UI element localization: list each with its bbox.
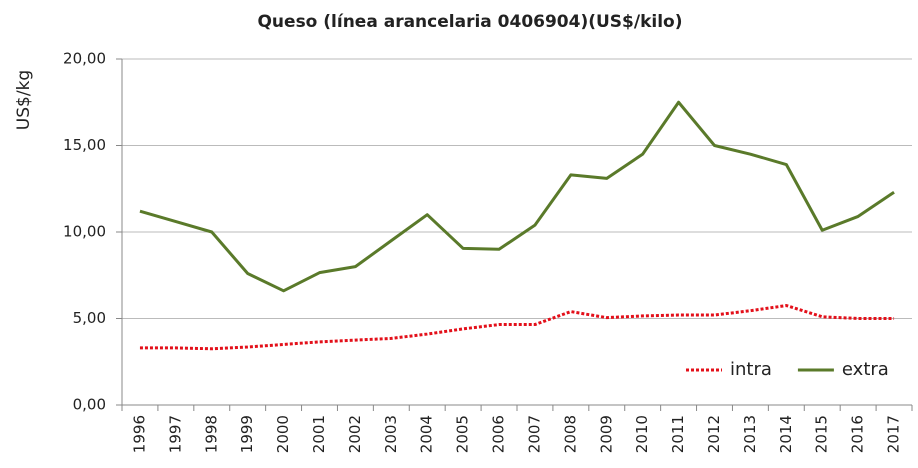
x-tick-label: 1996 xyxy=(130,415,148,453)
x-tick-label: 2011 xyxy=(669,415,687,453)
x-tick-label: 2012 xyxy=(705,415,723,453)
x-tick-label: 2002 xyxy=(346,415,364,453)
x-tick-label: 2009 xyxy=(597,415,615,453)
x-tick-label: 2006 xyxy=(490,415,508,453)
y-tick-label: 20,00 xyxy=(63,50,106,68)
y-tick-label: 5,00 xyxy=(73,309,106,327)
x-tick-label: 1997 xyxy=(166,415,184,453)
x-tick-label: 2010 xyxy=(633,415,651,453)
x-tick-label: 2008 xyxy=(561,415,579,453)
x-tick-label: 1999 xyxy=(238,415,256,453)
y-tick-label: 15,00 xyxy=(63,136,106,154)
x-tick-label: 2007 xyxy=(525,415,543,453)
x-tick-label: 2015 xyxy=(813,415,831,453)
series-line xyxy=(139,100,895,293)
x-tick-label: 2005 xyxy=(454,415,472,453)
x-tick-label: 2016 xyxy=(849,415,867,453)
series-line xyxy=(139,304,895,351)
x-tick-label: 2001 xyxy=(310,415,328,453)
x-tick-label: 1998 xyxy=(202,415,220,453)
x-tick-label: 2003 xyxy=(382,415,400,453)
y-tick-label: 0,00 xyxy=(73,396,106,414)
x-tick-label: 2000 xyxy=(274,415,292,453)
legend-label: extra xyxy=(842,359,889,380)
x-tick-label: 2013 xyxy=(741,415,759,453)
y-axis-label: US$/kg xyxy=(14,70,34,130)
x-tick-label: 2017 xyxy=(885,415,903,453)
x-tick-label: 2004 xyxy=(418,415,436,453)
chart-title: Queso (línea arancelaria 0406904)(US$/ki… xyxy=(257,12,682,32)
x-tick-label: 2014 xyxy=(777,415,795,453)
y-tick-label: 10,00 xyxy=(63,223,106,241)
legend-label: intra xyxy=(730,359,772,380)
